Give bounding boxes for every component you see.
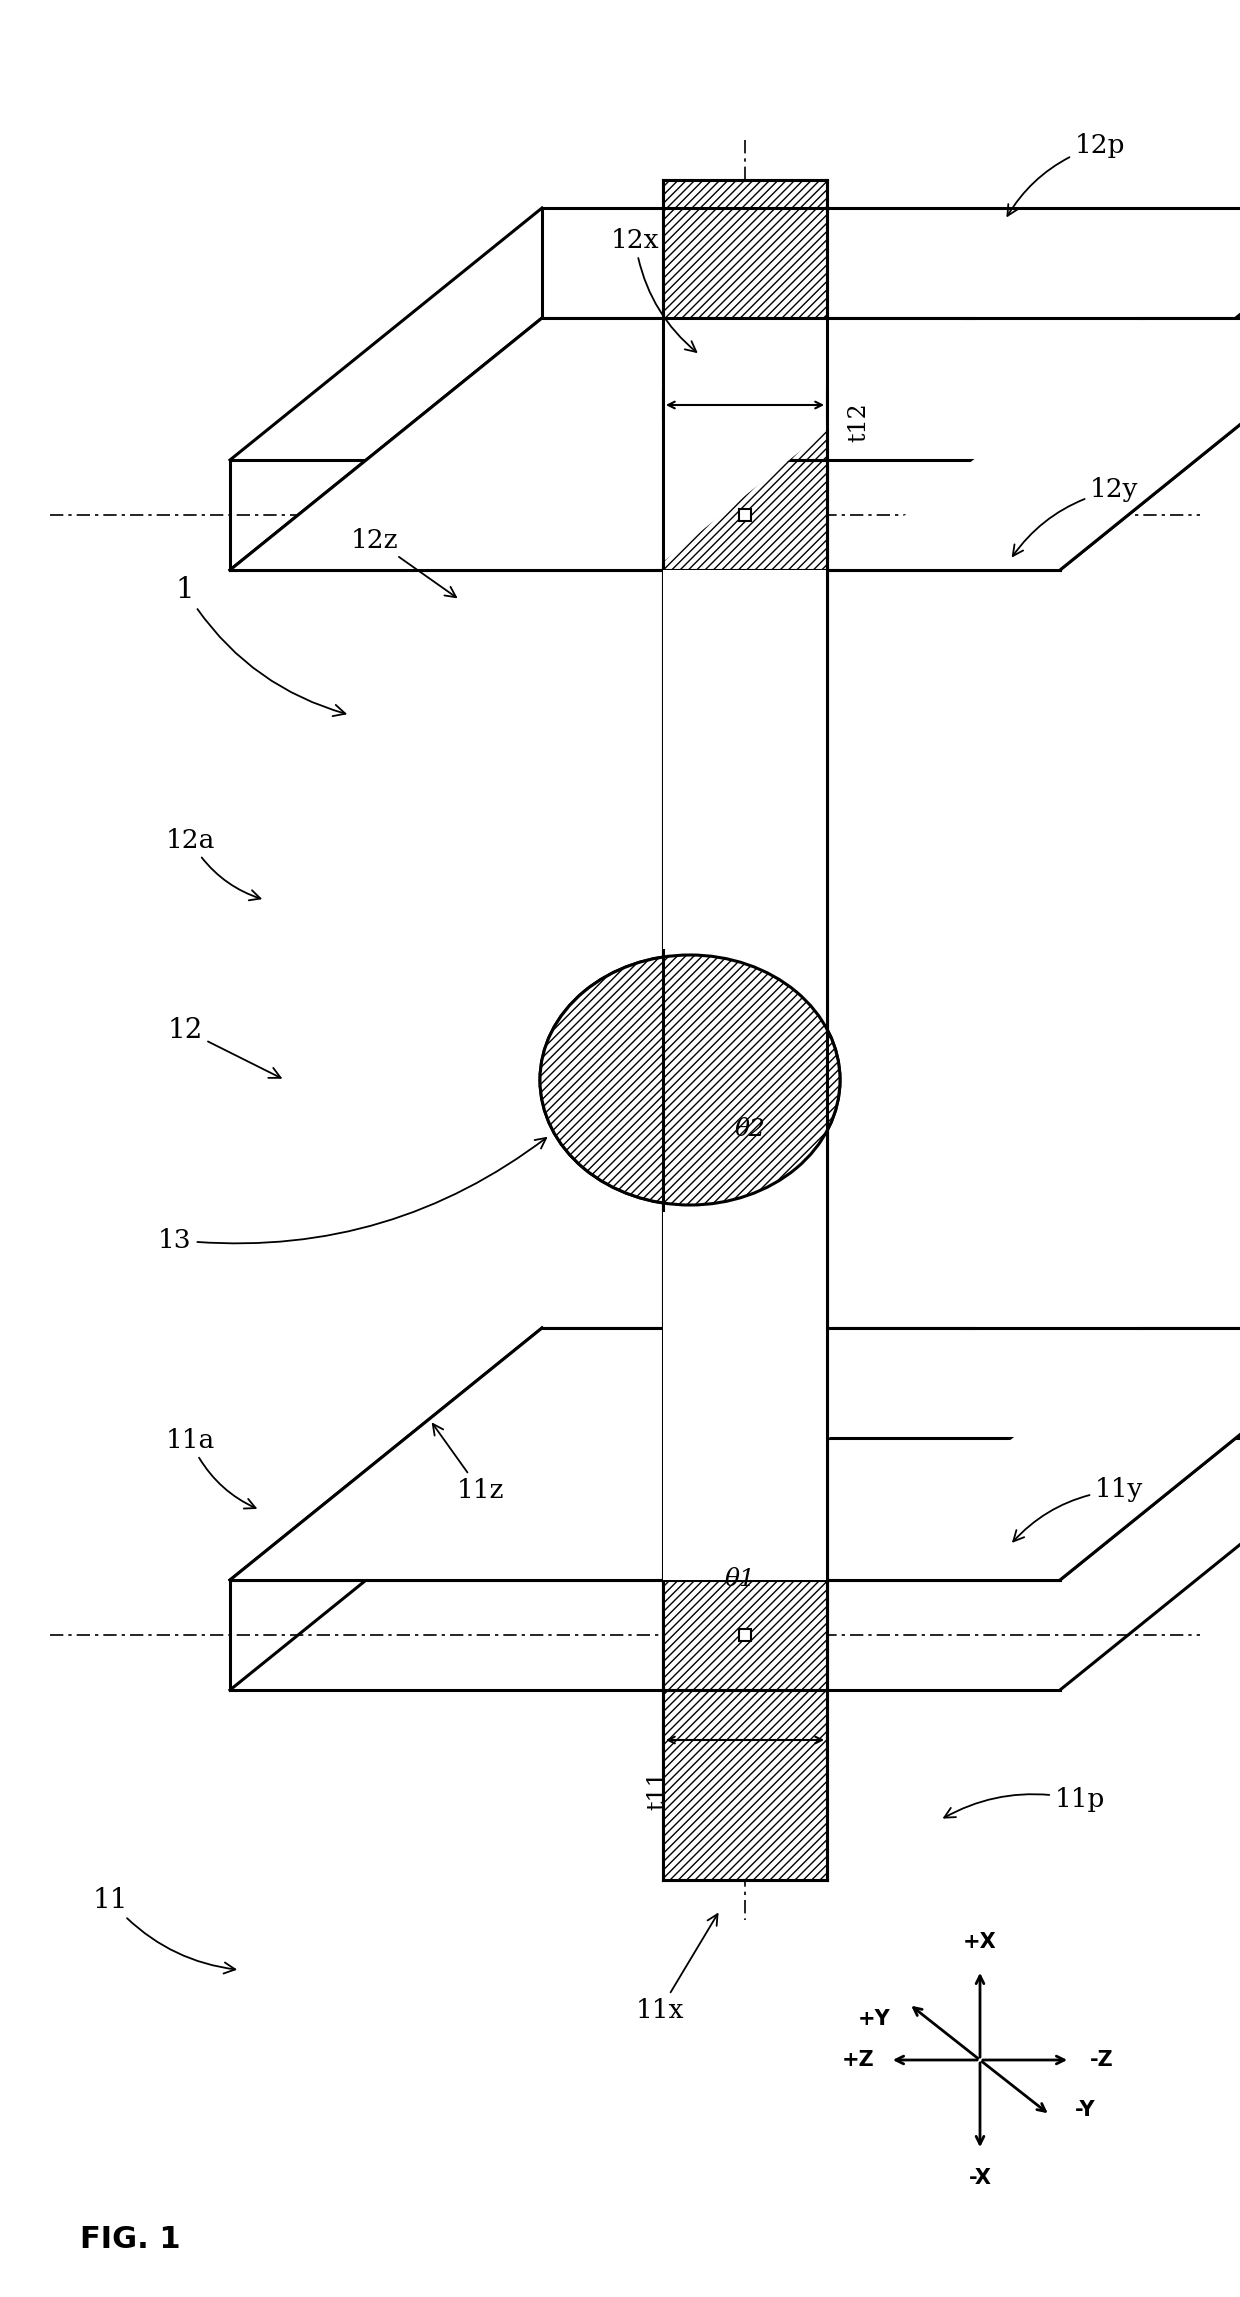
- Text: 12: 12: [167, 1018, 280, 1077]
- Text: 11: 11: [92, 1886, 236, 1973]
- Text: 1: 1: [176, 577, 346, 717]
- Text: 11y: 11y: [1013, 1477, 1143, 1541]
- Ellipse shape: [539, 956, 839, 1206]
- Polygon shape: [229, 317, 965, 570]
- Polygon shape: [663, 1580, 827, 1691]
- Text: 11x: 11x: [636, 1913, 718, 2021]
- Text: +X: +X: [963, 1932, 997, 1952]
- Text: 12z: 12z: [351, 528, 456, 597]
- Text: 12p: 12p: [1007, 133, 1125, 216]
- Polygon shape: [837, 317, 1240, 570]
- Text: 12a: 12a: [165, 827, 260, 900]
- Polygon shape: [663, 179, 827, 1879]
- Polygon shape: [663, 459, 827, 570]
- Text: θ2: θ2: [734, 1119, 765, 1142]
- Text: -X: -X: [968, 2168, 992, 2189]
- Text: 11p: 11p: [944, 1787, 1105, 1817]
- Text: t12: t12: [847, 402, 870, 443]
- Polygon shape: [739, 510, 751, 521]
- Polygon shape: [229, 1328, 1240, 1580]
- Polygon shape: [229, 209, 1240, 459]
- Text: 12x: 12x: [610, 227, 697, 351]
- Text: -Y: -Y: [1075, 2099, 1095, 2120]
- Text: 13: 13: [159, 1137, 546, 1252]
- Text: +Y: +Y: [858, 2010, 890, 2028]
- Polygon shape: [229, 1580, 1060, 1691]
- Polygon shape: [663, 570, 827, 1580]
- Text: FIG. 1: FIG. 1: [79, 2226, 180, 2253]
- Text: 12y: 12y: [1013, 478, 1138, 556]
- Text: t11: t11: [646, 1771, 670, 1810]
- Polygon shape: [229, 459, 1060, 570]
- Polygon shape: [739, 1629, 751, 1640]
- Ellipse shape: [539, 956, 839, 1206]
- Polygon shape: [663, 570, 827, 1580]
- Text: -Z: -Z: [1090, 2049, 1114, 2070]
- Text: +Z: +Z: [842, 2049, 874, 2070]
- Text: 11z: 11z: [433, 1424, 503, 1502]
- Text: 11a: 11a: [165, 1426, 255, 1509]
- Polygon shape: [837, 1328, 1240, 1580]
- Text: θ1: θ1: [724, 1569, 755, 1592]
- Polygon shape: [229, 1328, 965, 1580]
